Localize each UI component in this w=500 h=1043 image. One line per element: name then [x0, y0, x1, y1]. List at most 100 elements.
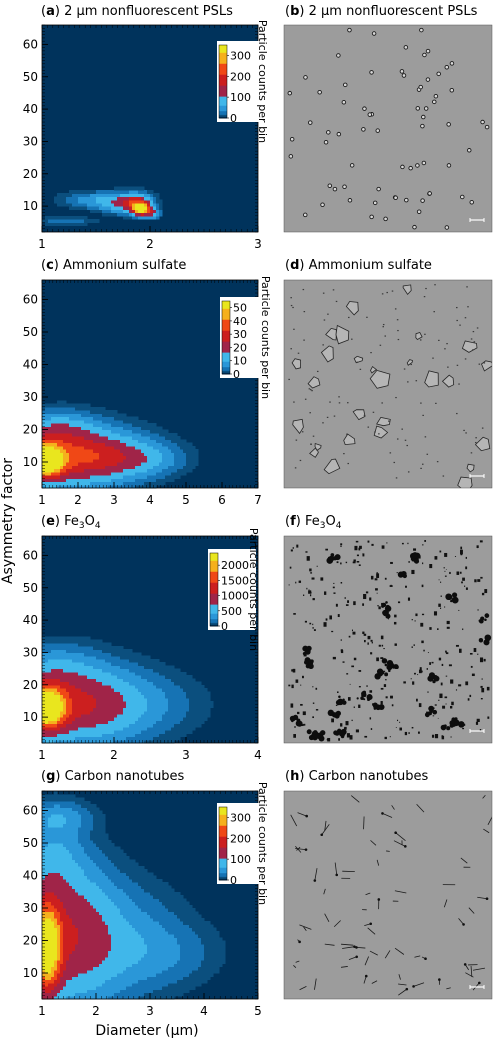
density-cell — [87, 859, 91, 864]
density-cell — [87, 193, 91, 198]
density-cell — [81, 707, 85, 712]
colorbar-segment — [210, 618, 218, 622]
density-cell — [84, 704, 88, 709]
density-cell — [99, 406, 103, 411]
density-cell — [63, 697, 67, 702]
density-cell — [72, 947, 76, 951]
density-cell — [69, 645, 73, 650]
density-cell — [54, 865, 58, 870]
colorbar-segment — [222, 368, 230, 371]
density-cell — [108, 668, 112, 673]
density-cell — [96, 419, 100, 424]
density-cell — [147, 713, 151, 718]
density-cell — [48, 465, 52, 470]
density-cell — [81, 652, 85, 657]
density-cell — [63, 445, 67, 450]
density-cell — [159, 455, 163, 460]
density-cell — [84, 817, 88, 821]
density-cell — [132, 419, 136, 424]
density-cell — [66, 982, 70, 987]
density-cell — [60, 833, 64, 838]
density-cell — [117, 481, 121, 486]
density-cell — [180, 684, 184, 689]
density-cell — [123, 733, 127, 738]
density-cell — [42, 960, 46, 964]
density-cell — [90, 475, 94, 479]
density-cell — [54, 807, 58, 812]
density-cell — [147, 675, 151, 679]
density-cell — [51, 953, 55, 958]
density-cell — [72, 966, 76, 971]
density-cell — [63, 820, 67, 825]
colorbar-segment — [219, 65, 227, 68]
density-cell — [84, 839, 88, 844]
density-cell — [138, 694, 142, 699]
density-cell — [69, 222, 73, 227]
density-cell — [126, 713, 130, 718]
density-cell — [90, 662, 94, 666]
density-cell — [69, 432, 73, 437]
density-cell — [111, 445, 115, 450]
density-cell — [54, 688, 58, 692]
density-cell — [90, 992, 94, 997]
density-cell — [183, 713, 187, 718]
density-cell — [90, 196, 94, 201]
density-cell — [123, 675, 127, 679]
density-cell — [81, 966, 85, 971]
density-cell — [117, 691, 121, 696]
density-cell — [156, 471, 160, 476]
density-cell — [42, 636, 46, 641]
density-cell — [144, 465, 148, 470]
density-cell — [45, 888, 49, 893]
density-cell — [126, 199, 130, 204]
density-cell — [78, 455, 82, 460]
density-cell — [51, 215, 55, 220]
density-cell — [156, 193, 160, 198]
density-cell — [75, 937, 79, 942]
density-cell — [66, 458, 70, 463]
density-cell — [69, 901, 73, 906]
density-cell — [66, 432, 70, 437]
density-cell — [156, 209, 160, 214]
density-cell — [141, 710, 145, 715]
density-cell — [54, 904, 58, 909]
density-cell — [162, 726, 166, 731]
density-cell — [84, 947, 88, 951]
density-cell — [84, 455, 88, 460]
x-tick-label: 2 — [146, 237, 154, 251]
density-cell — [81, 484, 85, 489]
density-cell — [90, 839, 94, 844]
density-cell — [75, 410, 79, 414]
density-cell — [90, 882, 94, 886]
density-cell — [69, 403, 73, 408]
density-cell — [48, 960, 52, 964]
density-cell — [96, 406, 100, 411]
density-cell — [51, 655, 55, 660]
density-cell — [84, 642, 88, 647]
density-cell — [69, 688, 73, 692]
density-cell — [84, 662, 88, 666]
density-cell — [162, 739, 166, 744]
density-cell — [120, 484, 124, 489]
density-cell — [171, 478, 175, 483]
density-cell — [66, 937, 70, 942]
colorbar-segment — [222, 372, 230, 375]
density-cell — [69, 465, 73, 470]
density-cell — [93, 930, 97, 935]
density-cell — [69, 636, 73, 641]
density-cell — [114, 675, 118, 679]
density-cell — [144, 662, 148, 666]
density-cell — [198, 688, 202, 692]
density-cell — [156, 733, 160, 738]
density-cell — [165, 478, 169, 483]
density-cell — [93, 904, 97, 909]
density-cell — [159, 684, 163, 689]
density-cell — [147, 717, 151, 721]
density-cell — [204, 707, 208, 712]
density-cell — [54, 908, 58, 912]
density-cell — [102, 413, 106, 418]
density-cell — [72, 833, 76, 838]
density-cell — [48, 924, 52, 929]
density-cell — [66, 804, 70, 808]
density-cell — [48, 872, 52, 877]
